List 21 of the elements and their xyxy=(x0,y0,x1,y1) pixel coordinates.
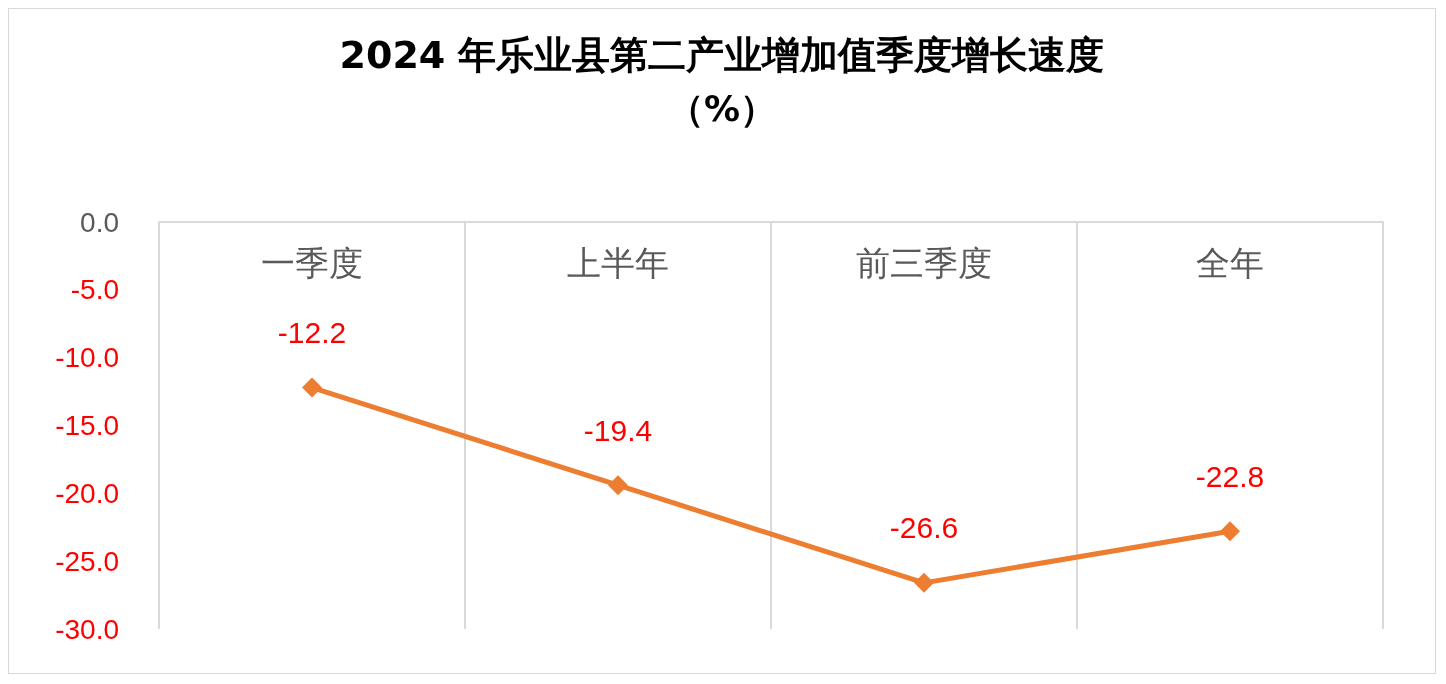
y-tick-label: -20.0 xyxy=(55,477,119,509)
y-tick-label: -30.0 xyxy=(55,613,119,645)
point xyxy=(914,572,934,593)
data-label: -22.8 xyxy=(1195,459,1265,493)
point xyxy=(1220,521,1240,542)
chart-title: 2024 年乐业县第二产业增加值季度增长速度 xyxy=(339,33,1105,77)
y-tick-label: -5.0 xyxy=(70,274,119,306)
x-tick-label: 上半年 xyxy=(567,243,669,283)
y-tick-label: -15.0 xyxy=(55,410,119,441)
data-label: -19.4 xyxy=(583,413,653,447)
y-tick-label: -25.0 xyxy=(55,545,119,577)
y-tick-label: 0.0 xyxy=(80,206,119,238)
x-tick-label: 全年 xyxy=(1196,243,1264,283)
y-tick-label: -10.0 xyxy=(55,342,119,374)
point xyxy=(608,475,628,496)
x-tick-label: 一季度 xyxy=(261,243,363,283)
data-label: -12.2 xyxy=(277,316,347,350)
point xyxy=(302,377,322,398)
x-tick-label: 前三季度 xyxy=(856,243,992,283)
data-label: -26.6 xyxy=(889,511,959,545)
chart-subtitle: （%） xyxy=(667,87,777,129)
